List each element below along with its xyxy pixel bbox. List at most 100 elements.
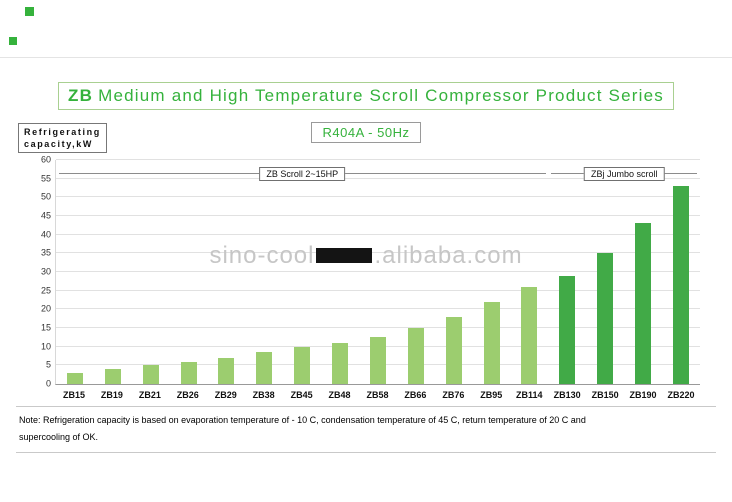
footnote-line1: Note: Refrigeration capacity is based on… — [19, 415, 586, 425]
bar-ZB26 — [180, 361, 197, 384]
bar-ZB21 — [142, 365, 159, 384]
bar-slot — [321, 160, 359, 384]
group-span-line: ZBj Jumbo scroll — [551, 167, 698, 181]
y-tick-label: 0 — [45, 378, 51, 389]
bar-ZB95 — [483, 301, 500, 384]
y-tick-label: 15 — [40, 322, 51, 333]
bar-slot — [548, 160, 586, 384]
bar-ZB45 — [294, 346, 311, 384]
bar-ZB19 — [104, 369, 121, 384]
y-tick-label: 10 — [40, 341, 51, 352]
watermark-redaction-box — [316, 248, 373, 263]
gridline — [56, 308, 700, 310]
bar-slot — [662, 160, 700, 384]
page-title-prefix: ZB — [68, 86, 94, 105]
x-tick-label: ZB38 — [252, 390, 275, 400]
page-title-text: Medium and High Temperature Scroll Compr… — [98, 86, 664, 105]
watermark-left-text: sino-cool — [209, 242, 315, 269]
gridline — [56, 252, 700, 254]
x-tick-label: ZB58 — [366, 390, 389, 400]
bar-ZB66 — [407, 328, 424, 384]
bar-slot — [170, 160, 208, 384]
bar-ZB38 — [256, 352, 273, 384]
group-span-line: ZB Scroll 2~15HP — [58, 167, 546, 181]
gridline — [56, 289, 700, 291]
bar-slot — [94, 160, 132, 384]
x-tick-label: ZB130 — [553, 390, 581, 400]
plot-area: ZB Scroll 2~15HP ZBj Jumbo scroll 0 5 10 15 2… — [41, 155, 700, 388]
y-tick-label: 60 — [40, 154, 51, 165]
y-tick-label: 30 — [40, 266, 51, 277]
y-tick-label: 5 — [45, 359, 51, 370]
bar-ZB29 — [218, 357, 235, 384]
bar-ZB130 — [559, 275, 576, 384]
bar-slot — [624, 160, 662, 384]
top-divider — [0, 57, 732, 58]
x-tick-label: ZB26 — [176, 390, 199, 400]
bar-slot — [586, 160, 624, 384]
x-tick-label: ZB15 — [62, 390, 85, 400]
bar-ZB114 — [521, 286, 538, 384]
x-tick-label: ZB48 — [328, 390, 351, 400]
bar-slot — [56, 160, 94, 384]
y-tick-label: 40 — [40, 229, 51, 240]
group-label: ZB Scroll 2~15HP — [259, 167, 346, 181]
watermark: sino-cool .alibaba.com — [0, 242, 732, 270]
bar-slot — [245, 160, 283, 384]
gridline — [56, 327, 700, 328]
y-tick-label: 35 — [40, 247, 51, 258]
gridline — [56, 215, 700, 216]
x-tick-label: ZB76 — [442, 390, 465, 400]
title-row: ZB Medium and High Temperature Scroll Com… — [0, 82, 732, 110]
bar-slot — [511, 160, 549, 384]
page-title: ZB Medium and High Temperature Scroll Com… — [58, 82, 674, 110]
y-axis-title-line2: capacity,kW — [24, 139, 93, 150]
x-tick-label: ZB29 — [214, 390, 237, 400]
gridline — [56, 196, 700, 198]
bar-ZB15 — [66, 372, 83, 384]
bar-slot — [397, 160, 435, 384]
x-tick-label: ZB21 — [138, 390, 161, 400]
subtitle-row: R404A - 50Hz — [0, 122, 732, 143]
x-tick-label: ZB19 — [100, 390, 123, 400]
bar-ZB150 — [597, 253, 614, 384]
footnote-line2: supercooling of OK. — [19, 432, 99, 443]
bars-row — [56, 160, 700, 384]
bar-slot — [208, 160, 246, 384]
bar-ZB76 — [445, 316, 462, 384]
bar-slot — [359, 160, 397, 384]
y-axis-title: Refrigerating capacity,kW — [18, 123, 107, 154]
y-tick-label: 45 — [40, 210, 51, 221]
gridline — [56, 233, 700, 235]
x-tick-label: ZB220 — [667, 390, 695, 400]
bar-slot — [435, 160, 473, 384]
decor-square-left — [9, 37, 17, 45]
bar-slot — [473, 160, 511, 384]
bar-slot — [132, 160, 170, 384]
gridline — [56, 159, 700, 160]
y-axis-title-line1: Refrigerating — [24, 127, 101, 137]
y-tick-label: 55 — [40, 173, 51, 184]
bar-ZB48 — [332, 342, 349, 384]
x-tick-label: ZB114 — [515, 390, 543, 400]
gridline — [56, 271, 700, 272]
gridline — [56, 177, 700, 179]
x-tick-label: ZB66 — [404, 390, 427, 400]
bar-slot — [283, 160, 321, 384]
bar-ZB190 — [635, 223, 652, 384]
x-tick-label: ZB95 — [480, 390, 503, 400]
bar-ZB220 — [672, 186, 689, 384]
x-tick-label: ZB150 — [591, 390, 619, 400]
x-labels-row: ZB15 ZB19 ZB21 ZB26 ZB29 ZB38 ZB45 ZB48 ZB58 ZB66… — [55, 390, 700, 400]
bar-ZB58 — [369, 337, 386, 384]
group-label: ZBj Jumbo scroll — [583, 167, 665, 181]
x-tick-label: ZB190 — [629, 390, 657, 400]
x-tick-label: ZB45 — [290, 390, 313, 400]
y-tick-label: 20 — [40, 303, 51, 314]
y-tick-label: 25 — [40, 285, 51, 296]
chart-subtitle: R404A - 50Hz — [310, 122, 422, 143]
footnote: Note: Refrigeration capacity is based on… — [16, 406, 716, 454]
watermark-right-text: .alibaba.com — [374, 242, 523, 269]
decor-square-top — [25, 7, 34, 16]
